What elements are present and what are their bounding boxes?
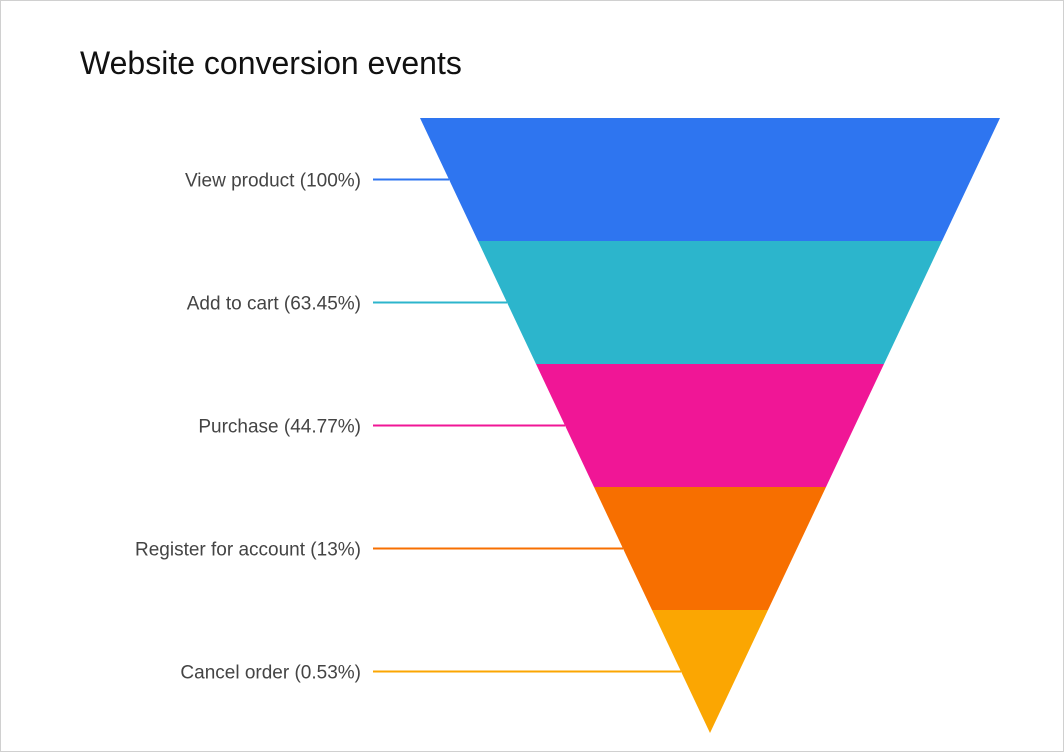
stage-label: Purchase (44.77%): [198, 417, 361, 438]
funnel-segment-register-for-account: [594, 487, 826, 610]
stage-label: Register for account (13%): [135, 540, 361, 561]
funnel-segment-add-to-cart: [478, 241, 942, 364]
chart-title: Website conversion events: [80, 45, 462, 81]
stage-label: Add to cart (63.45%): [187, 294, 361, 315]
stage-label: Cancel order (0.53%): [180, 663, 361, 684]
stage-label: View product (100%): [185, 171, 361, 192]
funnel-segment-cancel-order: [652, 610, 768, 733]
funnel-segment-view-product: [420, 118, 1000, 241]
funnel-segment-purchase: [536, 364, 884, 487]
